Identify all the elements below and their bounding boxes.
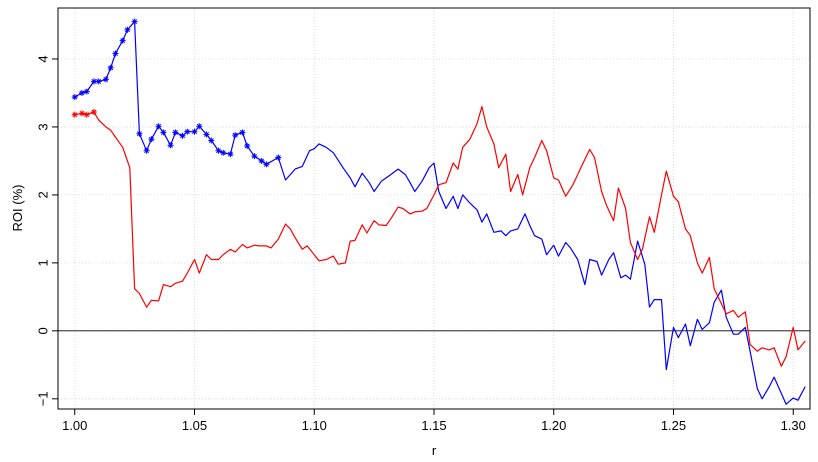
series-1-point <box>184 128 191 135</box>
series-1-point <box>220 149 227 156</box>
y-tick-label: 2 <box>35 191 50 198</box>
x-tick-label: 1.05 <box>182 418 207 433</box>
series-1-point <box>155 123 162 130</box>
series-1-point <box>90 78 97 85</box>
series-1-point <box>71 94 78 101</box>
y-tick-label: −1 <box>35 391 50 406</box>
series-1-point <box>244 142 251 149</box>
y-axis-title: ROI (%) <box>10 185 25 232</box>
series-2-point <box>83 111 90 118</box>
x-axis: 1.00 1.05 1.10 1.15 1.20 1.25 1.30 <box>62 408 806 433</box>
series-2-point <box>71 111 78 118</box>
series-1-point <box>263 161 270 168</box>
series-1-point <box>102 76 109 83</box>
series-1-point <box>232 132 239 139</box>
series-2 <box>71 106 806 367</box>
y-tick-label: 3 <box>35 123 50 130</box>
series-1-point <box>275 154 282 161</box>
series-1-point <box>143 147 150 154</box>
x-tick-label: 1.30 <box>781 418 806 433</box>
series-1-point <box>196 123 203 130</box>
series-1-point <box>203 131 210 138</box>
series-2-point <box>78 110 85 117</box>
y-tick-label: 1 <box>35 259 50 266</box>
series-1-point <box>131 18 138 25</box>
y-axis: −1 0 1 2 3 4 <box>35 55 59 406</box>
series-1-point <box>119 37 126 44</box>
series-1-point <box>167 142 174 149</box>
series-2-line <box>74 106 806 367</box>
series-1-point <box>215 147 222 154</box>
y-tick-label: 4 <box>35 55 50 62</box>
series-group <box>71 18 806 405</box>
series-1-point <box>78 89 85 96</box>
series-1-point <box>251 153 258 160</box>
series-1-point <box>239 129 246 136</box>
series-1-point <box>191 128 198 135</box>
series-1-point <box>83 88 90 95</box>
x-tick-label: 1.10 <box>302 418 327 433</box>
series-1-point <box>160 129 167 136</box>
x-tick-label: 1.25 <box>661 418 686 433</box>
series-1 <box>71 18 806 405</box>
x-axis-title: r <box>432 443 437 458</box>
series-1-point <box>208 137 215 144</box>
series-1-point <box>124 26 131 33</box>
series-1-point <box>112 50 119 57</box>
series-1-point <box>136 130 143 137</box>
series-1-point <box>258 157 265 164</box>
series-1-point <box>179 132 186 139</box>
y-tick-label: 0 <box>35 327 50 334</box>
series-2-point <box>90 108 97 115</box>
series-1-point <box>107 64 114 71</box>
grid <box>58 8 810 409</box>
x-tick-label: 1.20 <box>541 418 566 433</box>
series-1-point <box>227 151 234 158</box>
x-tick-label: 1.15 <box>421 418 446 433</box>
series-1-point <box>148 136 155 143</box>
series-1-point <box>95 78 102 85</box>
x-tick-label: 1.00 <box>62 418 87 433</box>
series-1-point <box>172 129 179 136</box>
